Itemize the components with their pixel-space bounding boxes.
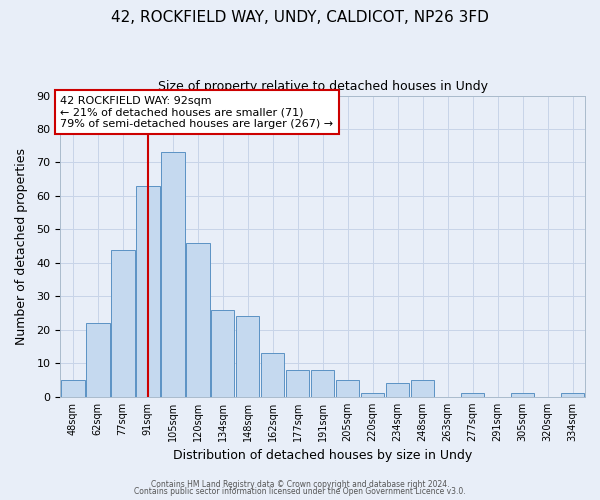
Title: Size of property relative to detached houses in Undy: Size of property relative to detached ho… xyxy=(158,80,488,93)
Bar xyxy=(336,380,359,397)
Bar xyxy=(311,370,334,397)
X-axis label: Distribution of detached houses by size in Undy: Distribution of detached houses by size … xyxy=(173,450,472,462)
Bar xyxy=(410,380,434,397)
Bar xyxy=(361,394,385,397)
Y-axis label: Number of detached properties: Number of detached properties xyxy=(15,148,28,344)
Bar xyxy=(186,243,209,397)
Bar xyxy=(236,316,259,397)
Bar xyxy=(386,384,409,397)
Bar xyxy=(136,186,160,397)
Text: Contains public sector information licensed under the Open Government Licence v3: Contains public sector information licen… xyxy=(134,487,466,496)
Text: 42 ROCKFIELD WAY: 92sqm
← 21% of detached houses are smaller (71)
79% of semi-de: 42 ROCKFIELD WAY: 92sqm ← 21% of detache… xyxy=(60,96,334,129)
Bar xyxy=(511,394,535,397)
Text: 42, ROCKFIELD WAY, UNDY, CALDICOT, NP26 3FD: 42, ROCKFIELD WAY, UNDY, CALDICOT, NP26 … xyxy=(111,10,489,25)
Bar xyxy=(286,370,310,397)
Bar xyxy=(111,250,134,397)
Bar xyxy=(61,380,85,397)
Bar xyxy=(461,394,484,397)
Bar xyxy=(261,354,284,397)
Bar xyxy=(560,394,584,397)
Bar xyxy=(211,310,235,397)
Text: Contains HM Land Registry data © Crown copyright and database right 2024.: Contains HM Land Registry data © Crown c… xyxy=(151,480,449,489)
Bar xyxy=(161,152,185,397)
Bar xyxy=(86,323,110,397)
